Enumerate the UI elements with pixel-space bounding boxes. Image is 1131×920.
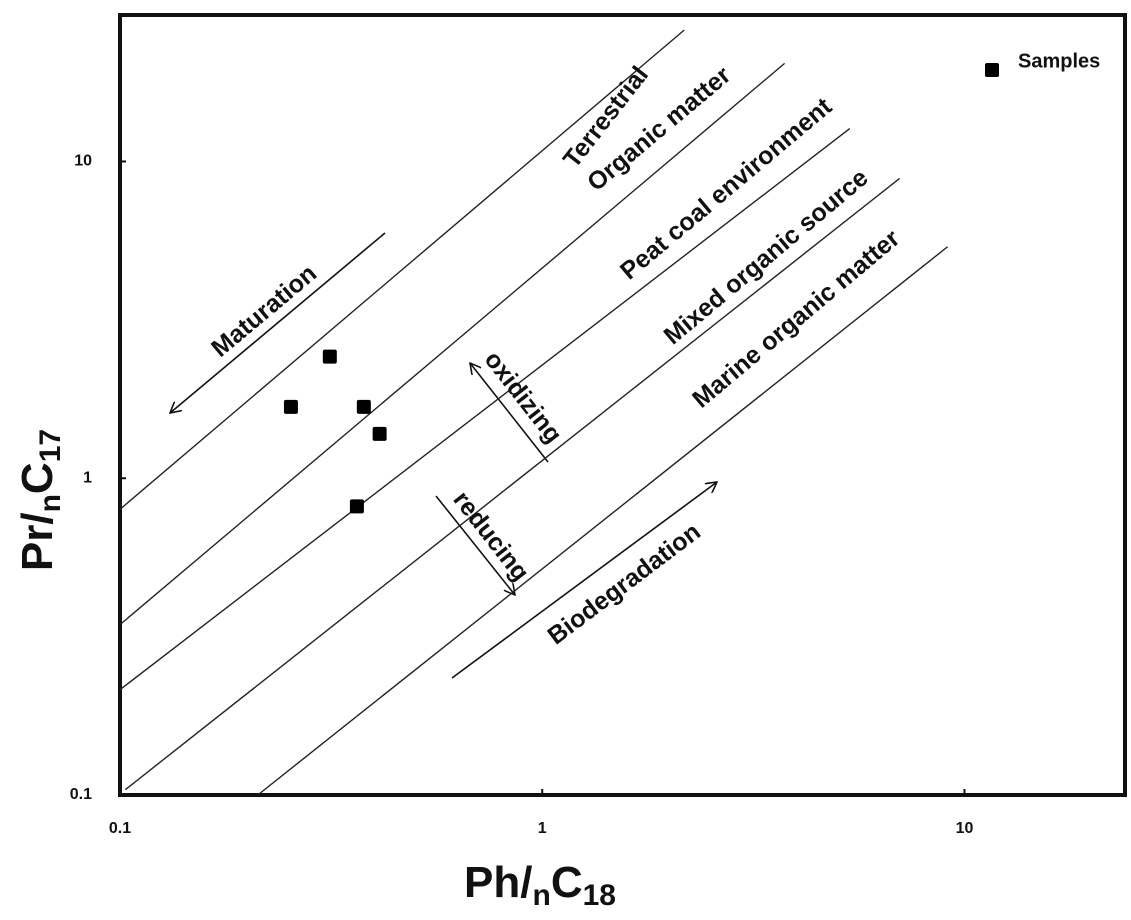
reference-line (119, 62, 786, 626)
annotation: Mixed organic source (659, 164, 874, 351)
arrow-reducing (435, 495, 515, 595)
x-axis-label: Ph/nC18 (464, 858, 616, 912)
y-label-part: C (13, 462, 62, 494)
y-tick-label: 10 (74, 153, 92, 170)
sample-point (322, 349, 337, 364)
legend-label: Samples (1018, 50, 1100, 72)
y-label-part: n (34, 494, 67, 512)
annotation: Maturation (206, 259, 322, 363)
sample-point (283, 399, 298, 414)
y-tick-label: 0.1 (70, 786, 92, 803)
plot-frame (118, 13, 1127, 797)
annotation: oxidizing (479, 346, 568, 449)
x-tick-label: 0.1 (109, 820, 131, 837)
x-label-part: Ph/ (464, 858, 532, 907)
y-axis-label: Pr/nC17 (13, 429, 67, 571)
x-label-part: C (551, 858, 583, 907)
x-label-part: n (532, 879, 550, 912)
sample-point (356, 399, 371, 414)
x-tick-label: 1 (538, 820, 547, 837)
arrow-oxidizing (470, 363, 549, 463)
arrow-maturation (170, 232, 386, 413)
x-tick-label: 10 (956, 820, 974, 837)
y-tick-label: 1 (83, 469, 92, 486)
reference-line (124, 177, 901, 791)
arrow-biodegradation (451, 482, 717, 679)
y-label-part: Pr/ (13, 512, 62, 571)
y-label-part: 17 (34, 429, 67, 462)
sample-point (349, 499, 364, 514)
annotation: Biodegradation (543, 518, 706, 651)
sample-point (372, 426, 387, 441)
reference-line (119, 29, 685, 510)
legend-marker (985, 63, 999, 77)
annotation: Marine organic matter (687, 224, 905, 414)
reference-line (119, 128, 851, 691)
reference-line (257, 246, 949, 796)
x-label-part: 18 (583, 879, 616, 912)
